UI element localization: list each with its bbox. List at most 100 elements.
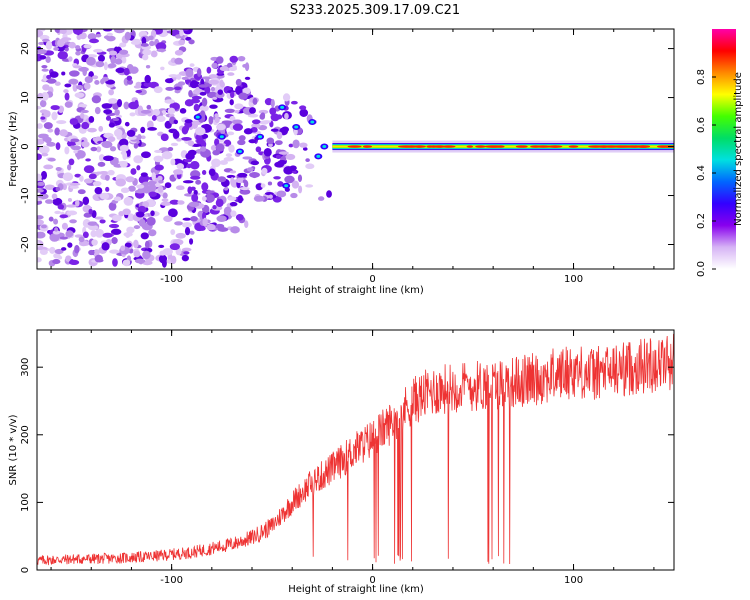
- spectrogram-noise-cell: [124, 121, 130, 127]
- spectrogram-noise-cell: [89, 38, 99, 44]
- spectrogram-noise-cell: [227, 72, 235, 76]
- spectrogram-noise-cell: [157, 185, 164, 193]
- spectrogram-noise-cell: [84, 76, 93, 84]
- spectrogram-noise-cell: [37, 257, 42, 263]
- spectrogram-noise-cell: [276, 131, 283, 140]
- spectrogram-noise-cell: [103, 61, 108, 71]
- spectrogram-noise-cell: [227, 196, 237, 201]
- spectrogram-noise-cell: [62, 172, 74, 182]
- spectrogram-noise-cell: [126, 75, 133, 81]
- spectrogram-noise-cell: [277, 181, 284, 187]
- spectrogram-noise-cell: [190, 161, 200, 170]
- spectrogram-noise-cell: [210, 86, 216, 92]
- spectrogram-noise-cell: [156, 115, 166, 122]
- spectrogram-tone-peak: [496, 145, 505, 148]
- spectrogram-noise-cell: [238, 135, 246, 141]
- snr-panel: -100 0 100 0 100 200 300 Height of straight li…: [8, 329, 675, 595]
- spectrogram-noise-cell: [151, 172, 156, 181]
- spectrogram-noise-cell: [42, 135, 47, 142]
- spectrogram-noise-cell: [70, 138, 80, 143]
- spectrogram-noise-cell: [145, 65, 151, 69]
- spectrogram-noise-cell: [104, 174, 110, 181]
- spectrogram-noise-cell: [150, 50, 158, 58]
- spectrogram-noise-cell: [41, 92, 49, 101]
- spectrogram-noise-cell: [101, 103, 113, 109]
- spectrogram-noise-cell: [191, 95, 202, 100]
- spectrogram-noise-cell: [94, 216, 104, 220]
- spectrogram-tone-peak: [347, 145, 362, 148]
- spectrogram-noise-cell: [101, 140, 113, 149]
- spectrogram-noise-cell: [148, 35, 154, 41]
- spectrogram-noise-cell: [269, 107, 277, 116]
- spectrogram-noise-cell: [161, 151, 173, 160]
- spectrogram-noise-cell: [230, 176, 235, 186]
- spectrogram-noise-cell: [85, 56, 96, 66]
- spectrogram-noise-cell: [59, 29, 67, 35]
- spectrogram-noise-cell: [133, 239, 139, 249]
- spectrogram-noise-cell: [132, 38, 141, 43]
- spectrogram-noise-cell: [103, 155, 114, 162]
- spectrogram-noise-cell: [183, 251, 190, 255]
- spectrogram-noise-cell: [64, 83, 72, 88]
- spectrogram-noise-cell: [144, 74, 151, 84]
- spectrogram-noise-cell: [180, 137, 192, 141]
- spectrogram-noise-cell: [37, 231, 46, 239]
- spectrogram-noise-cell: [167, 146, 174, 152]
- spectrogram-noise-cell: [140, 232, 149, 240]
- spectrogram-noise-cell: [49, 71, 59, 78]
- spectrogram-noise-cell: [120, 187, 130, 194]
- spectrogram-noise-cell: [258, 109, 269, 114]
- spectrogram-noise-cell: [191, 193, 199, 203]
- spectrogram-noise-cell: [138, 218, 146, 227]
- spectrogram-noise-cell: [134, 189, 146, 194]
- spectrogram-noise-cell: [188, 90, 193, 98]
- spectrogram-noise-cell: [227, 131, 235, 136]
- spectrogram-noise-cell: [39, 99, 47, 108]
- spectrogram-noise-cell: [229, 99, 234, 106]
- spectrogram-noise-cell: [298, 185, 303, 194]
- spectrogram-noise-cell: [190, 175, 201, 180]
- spectrogram-noise-cell: [108, 223, 120, 229]
- spectrogram-noise-cell: [151, 114, 157, 121]
- spectrogram-noise-cell: [111, 214, 122, 222]
- spectrogram-noise-cell: [158, 244, 165, 248]
- spectrogram-noise-cell: [107, 169, 115, 176]
- spectrogram-noise-cell: [216, 56, 224, 64]
- spectrogram-noise-cell: [253, 195, 265, 202]
- spectrogram-noise-cell: [160, 66, 165, 71]
- spectrogram-noise-cell: [84, 82, 91, 90]
- spectrogram-noise-cell: [197, 68, 202, 77]
- spectrogram-noise-cell: [169, 243, 180, 251]
- spectrogram-noise-cell: [134, 99, 139, 107]
- spectrogram-noise-cell: [211, 158, 221, 168]
- spectrogram-noise-cell: [176, 73, 182, 80]
- spectrogram-noise-cell: [156, 48, 167, 53]
- spectrogram-noise-cell: [92, 181, 102, 187]
- spectrogram-noise-cell: [69, 219, 77, 224]
- spectrogram-noise-cell: [170, 142, 179, 147]
- spectrogram-noise-cell: [211, 62, 218, 69]
- spectrogram-noise-cell: [40, 170, 48, 180]
- spectrogram-noise-cell: [223, 206, 232, 216]
- spectrogram-noise-cell: [223, 156, 235, 162]
- spectrogram-noise-cell: [195, 86, 200, 93]
- spectrogram-noise-cell: [259, 120, 269, 125]
- spectrogram-y-tick-label: 0: [20, 143, 31, 149]
- spectrogram-x-tick-label: -100: [160, 274, 183, 285]
- spectrogram-noise-cell: [152, 108, 161, 117]
- spectrogram-noise-cell: [244, 62, 250, 72]
- snr-x-tick-label: 100: [564, 575, 583, 586]
- spectrogram-noise-cell: [37, 49, 47, 55]
- spectrogram-noise-cell: [173, 169, 184, 175]
- spectrogram-hot-cell-core: [316, 154, 321, 158]
- spectrogram-y-tick-label: -20: [20, 236, 31, 252]
- spectrogram-noise-cell: [98, 125, 104, 132]
- spectrogram-noise-cell: [78, 236, 85, 243]
- spectrogram-noise-cell: [62, 183, 68, 191]
- spectrogram-noise-cell: [170, 229, 176, 236]
- spectrogram-noise-cell: [284, 112, 289, 120]
- spectrogram-noise-cell: [54, 227, 59, 232]
- spectrogram-noise-cell: [273, 176, 281, 180]
- spectrogram-noise-cell: [68, 41, 76, 49]
- spectrogram-noise-cell: [114, 109, 120, 116]
